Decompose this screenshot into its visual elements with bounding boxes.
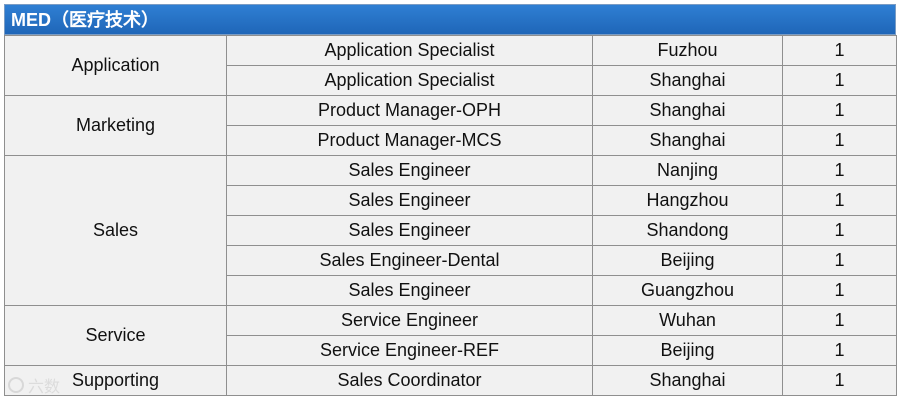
table-row: Application Application Specialist Fuzhou 1 <box>4 35 897 96</box>
city-cell: Shanghai <box>592 365 783 396</box>
position-cell: Sales Engineer <box>226 275 593 306</box>
department-cell: Supporting <box>4 365 227 396</box>
count-cell: 1 <box>782 155 897 186</box>
table-row: Sales Sales Engineer Nanjing 1 <box>4 155 897 306</box>
count-cell: 1 <box>782 365 897 396</box>
table-title: MED（医疗技术） <box>4 4 896 35</box>
count-cell: 1 <box>782 335 897 366</box>
department-cell: Application <box>4 35 227 96</box>
city-cell: Hangzhou <box>592 185 783 216</box>
position-cell: Sales Coordinator <box>226 365 593 396</box>
department-cell: Sales <box>4 155 227 306</box>
count-cell: 1 <box>782 65 897 96</box>
position-cell: Service Engineer <box>226 305 593 336</box>
city-cell: Shandong <box>592 215 783 246</box>
table-row: Product Manager-MCS Shanghai 1 <box>5 125 897 156</box>
table-row: Service Engineer-REF Beijing 1 <box>5 335 897 366</box>
count-cell: 1 <box>782 275 897 306</box>
position-cell: Product Manager-OPH <box>226 95 593 126</box>
count-cell: 1 <box>782 125 897 156</box>
city-cell: Nanjing <box>592 155 783 186</box>
count-cell: 1 <box>782 245 897 276</box>
count-cell: 1 <box>782 185 897 216</box>
city-cell: Beijing <box>592 245 783 276</box>
table-row: Application Specialist Shanghai 1 <box>5 65 897 96</box>
table-row: Sales Engineer Hangzhou 1 <box>5 185 897 216</box>
table-row: Supporting Sales Coordinator Shanghai 1 <box>4 365 897 396</box>
department-cell: Service <box>4 305 227 366</box>
city-cell: Fuzhou <box>592 35 783 66</box>
position-cell: Application Specialist <box>226 35 593 66</box>
position-cell: Application Specialist <box>226 65 593 96</box>
count-cell: 1 <box>782 215 897 246</box>
table-row: Sales Engineer Shandong 1 <box>5 215 897 246</box>
position-cell: Product Manager-MCS <box>226 125 593 156</box>
position-cell: Sales Engineer <box>226 215 593 246</box>
city-cell: Shanghai <box>592 95 783 126</box>
city-cell: Beijing <box>592 335 783 366</box>
table-row: Service Service Engineer Wuhan 1 <box>4 305 897 366</box>
table-row: Sales Engineer-Dental Beijing 1 <box>5 245 897 276</box>
job-table-container: MED（医疗技术） Application Application Special… <box>4 4 897 396</box>
table-row: Sales Engineer Guangzhou 1 <box>5 275 897 306</box>
city-cell: Guangzhou <box>592 275 783 306</box>
position-cell: Service Engineer-REF <box>226 335 593 366</box>
city-cell: Wuhan <box>592 305 783 336</box>
job-table-body: Application Application Specialist Fuzhou 1… <box>4 35 897 396</box>
position-cell: Sales Engineer <box>226 185 593 216</box>
table-row: Marketing Product Manager-OPH Shanghai 1 <box>4 95 897 156</box>
position-cell: Sales Engineer-Dental <box>226 245 593 276</box>
count-cell: 1 <box>782 95 897 126</box>
department-cell: Marketing <box>4 95 227 156</box>
count-cell: 1 <box>782 305 897 336</box>
job-table: Application Application Specialist Fuzhou 1… <box>4 35 897 396</box>
count-cell: 1 <box>782 35 897 66</box>
city-cell: Shanghai <box>592 125 783 156</box>
position-cell: Sales Engineer <box>226 155 593 186</box>
city-cell: Shanghai <box>592 65 783 96</box>
